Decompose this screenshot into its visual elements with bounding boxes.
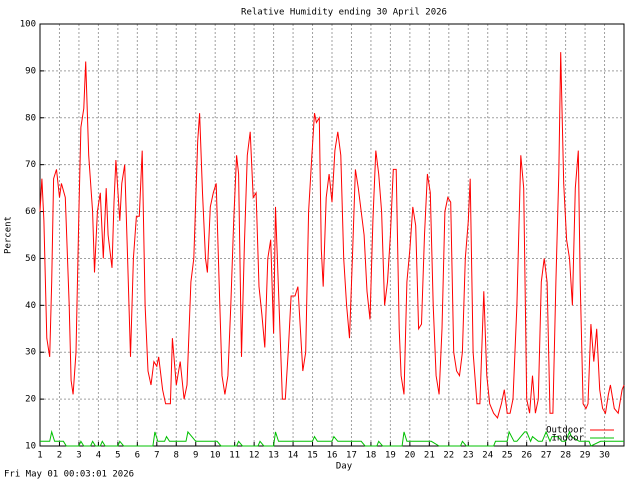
x-tick-label: 27 <box>541 451 552 461</box>
x-tick-label: 22 <box>443 451 454 461</box>
y-tick-label: 30 <box>25 348 36 358</box>
y-tick-label: 10 <box>25 442 36 452</box>
y-tick-label: 50 <box>25 254 36 264</box>
y-tick-label: 20 <box>25 395 36 405</box>
x-tick-label: 30 <box>599 451 610 461</box>
x-tick-label: 24 <box>482 451 493 461</box>
x-tick-label: 8 <box>174 451 179 461</box>
x-tick-label: 12 <box>249 451 260 461</box>
x-tick-label: 2 <box>57 451 62 461</box>
x-tick-label: 7 <box>154 451 159 461</box>
y-tick-label: 80 <box>25 113 36 123</box>
y-tick-label: 70 <box>25 160 36 170</box>
x-tick-label: 28 <box>560 451 571 461</box>
series-line <box>40 429 624 447</box>
x-tick-label: 4 <box>96 451 101 461</box>
x-tick-label: 18 <box>366 451 377 461</box>
legend-label: Outdoor <box>546 426 585 436</box>
x-tick-label: 14 <box>288 451 299 461</box>
x-tick-label: 17 <box>346 451 357 461</box>
y-tick-label: 90 <box>25 66 36 76</box>
x-axis-label: Day <box>336 462 353 472</box>
x-tick-label: 11 <box>229 451 240 461</box>
x-tick-label: 13 <box>268 451 279 461</box>
x-tick-label: 26 <box>521 451 532 461</box>
legend-label: Indoor <box>551 434 584 444</box>
x-tick-label: 29 <box>580 451 591 461</box>
y-tick-label: 100 <box>20 20 36 30</box>
y-tick-label: 60 <box>25 207 36 217</box>
x-tick-label: 9 <box>193 451 198 461</box>
y-axis-label: Percent <box>4 216 14 254</box>
x-tick-label: 16 <box>327 451 338 461</box>
x-tick-label: 19 <box>385 451 396 461</box>
footer: Fri May 01 00:03:01 2026 <box>4 470 134 480</box>
x-tick-label: 15 <box>307 451 318 461</box>
chart-title: Relative Humidity ending 30 April 2026 <box>241 8 447 18</box>
x-tick-label: 23 <box>463 451 474 461</box>
x-tick-label: 21 <box>424 451 435 461</box>
x-tick-label: 6 <box>135 451 140 461</box>
x-tick-label: 20 <box>404 451 415 461</box>
x-tick-label: 10 <box>210 451 221 461</box>
y-tick-label: 40 <box>25 301 36 311</box>
x-tick-label: 25 <box>502 451 513 461</box>
series-line <box>39 52 625 419</box>
x-tick-label: 1 <box>37 451 42 461</box>
x-tick-label: 3 <box>76 451 81 461</box>
x-tick-label: 5 <box>115 451 120 461</box>
plot-frame <box>39 23 625 447</box>
